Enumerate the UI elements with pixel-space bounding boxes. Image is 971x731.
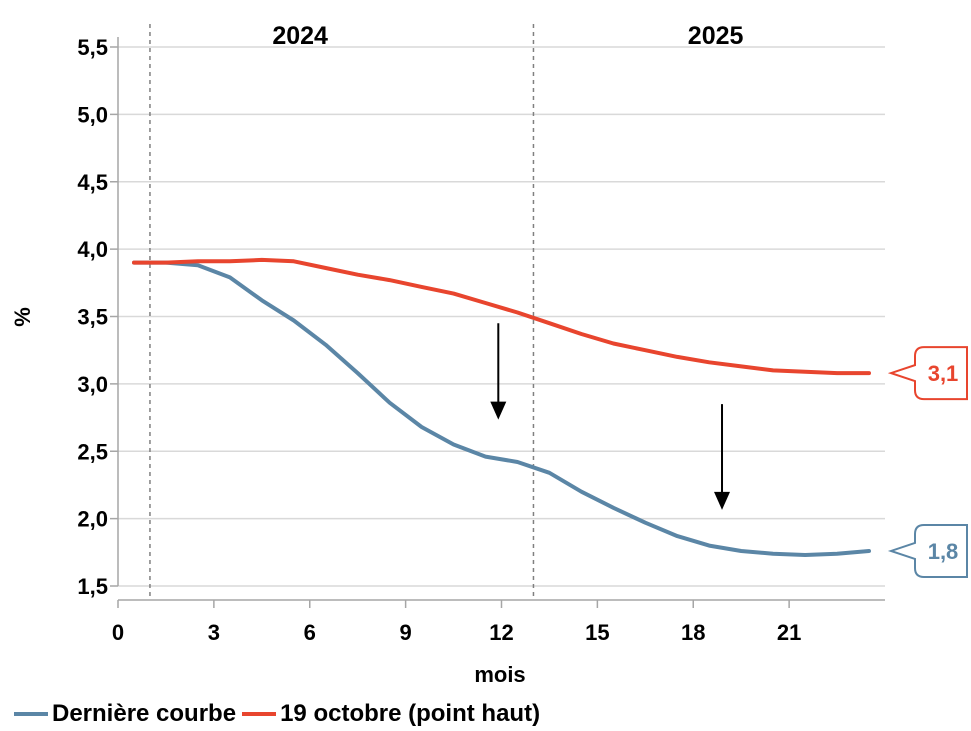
legend-item-derniere-courbe: Dernière courbe: [14, 700, 236, 728]
y-tick-label: 1,5: [77, 574, 108, 599]
legend-item-19-octobre: 19 octobre (point haut): [242, 700, 540, 728]
x-tick-label: 0: [112, 620, 124, 645]
year-label: 2025: [688, 22, 744, 50]
series-lines: [132, 257, 871, 557]
y-tick-label: 3,5: [77, 305, 108, 330]
series-line-1: [132, 257, 871, 376]
y-tick-label: 4,5: [77, 170, 108, 195]
year-labels: 2024 2025: [272, 22, 743, 50]
legend-label-19-octobre: 19 octobre (point haut): [280, 700, 541, 727]
end-callout-label: 3,1: [928, 361, 959, 386]
x-tick-label: 15: [585, 620, 609, 645]
down-arrows: [490, 323, 731, 510]
end-callout-box: [887, 523, 968, 578]
x-tick-label: 21: [777, 620, 801, 645]
arrow-head: [490, 401, 507, 420]
x-axis-title: mois: [474, 662, 525, 687]
year-dividers: [149, 24, 535, 600]
y-tick-labels: 1,5 2,0 2,5 3,0 3,5 4,0 4,5 5,0 5,5: [77, 35, 108, 599]
y-tick-label: 5,5: [77, 35, 108, 60]
end-value-callouts: 1,8 3,1: [887, 346, 968, 578]
arrow-head: [714, 491, 731, 510]
y-axis-title: %: [10, 307, 35, 327]
y-tick-label: 4,0: [77, 237, 108, 262]
series-line-0: [132, 260, 871, 557]
legend-swatch-blue: [14, 712, 48, 716]
legend-swatch-red: [242, 712, 277, 716]
year-label: 2024: [272, 22, 328, 50]
x-tick-labels: 0 3 6 9 12 15 18 21: [112, 620, 801, 645]
y-tick-label: 2,0: [77, 507, 108, 532]
line-chart: 1,5 2,0 2,5 3,0 3,5 4,0 4,5 5,0 5,5 0 3 6 9 12 15 18 21…: [10, 22, 968, 687]
x-tick-label: 9: [400, 620, 412, 645]
axes: [110, 37, 885, 608]
x-tick-label: 12: [489, 620, 513, 645]
legend: Dernière courbe 19 octobre (point haut): [14, 700, 546, 728]
y-tick-label: 3,0: [77, 372, 108, 397]
legend-label-derniere-courbe: Dernière courbe: [52, 700, 237, 727]
x-tick-label: 3: [208, 620, 220, 645]
end-callout-box: [887, 346, 968, 401]
y-tick-label: 5,0: [77, 102, 108, 127]
y-gridlines: [118, 46, 885, 587]
y-tick-label: 2,5: [77, 439, 108, 464]
x-tick-label: 18: [681, 620, 705, 645]
x-tick-label: 6: [304, 620, 316, 645]
end-callout-label: 1,8: [928, 539, 959, 564]
